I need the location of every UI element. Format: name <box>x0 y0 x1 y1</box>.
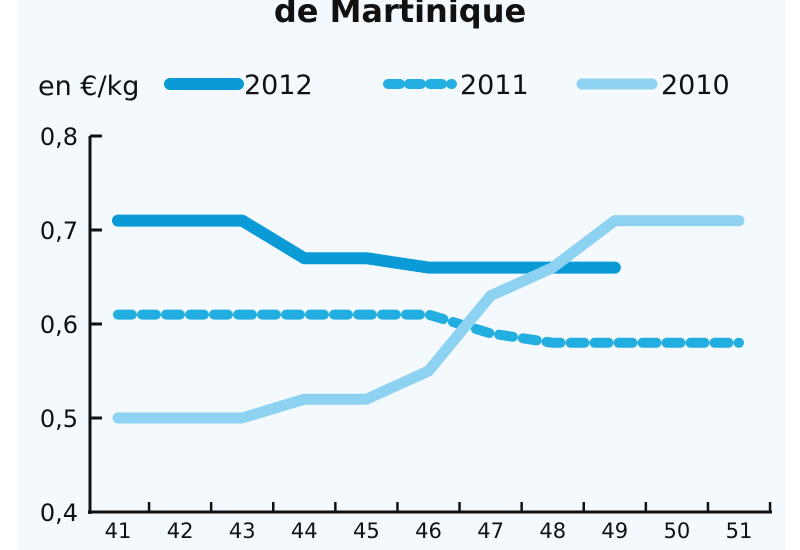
unit-label: en €/kg <box>38 71 139 102</box>
y-tick-label: 0,5 <box>40 405 78 433</box>
legend: 2012 2011 2010 <box>164 70 730 101</box>
x-tick-label: 48 <box>539 519 566 543</box>
y-tick-label: 0,4 <box>40 499 78 527</box>
legend-label-2010: 2010 <box>661 70 730 101</box>
x-tick-label: 46 <box>415 519 442 543</box>
x-tick-label: 49 <box>601 519 628 543</box>
plot-background <box>90 136 772 512</box>
x-tick-label: 44 <box>291 519 318 543</box>
series-line-2011 <box>113 309 744 348</box>
y-tick-label: 0,6 <box>40 311 78 339</box>
x-tick-label: 41 <box>105 519 132 543</box>
series-line-2012 <box>112 214 621 274</box>
y-tick-label: 0,7 <box>40 217 78 245</box>
x-tick-label: 51 <box>726 519 753 543</box>
series-line-2010 <box>112 215 745 424</box>
x-tick-label: 42 <box>167 519 194 543</box>
x-tick-label: 45 <box>353 519 380 543</box>
x-tick-label: 43 <box>229 519 256 543</box>
y-tick-label: 0,8 <box>40 123 78 151</box>
chart-title: de Martinique <box>274 0 526 30</box>
x-tick-label: 47 <box>477 519 504 543</box>
legend-label-2011: 2011 <box>460 70 529 101</box>
legend-label-2012: 2012 <box>244 70 313 101</box>
x-tick-label: 50 <box>664 519 691 543</box>
plot-area: 0,4 0,5 0,6 0,7 0,8 41 42 43 44 45 46 47 48 49 50 51 <box>40 123 772 543</box>
